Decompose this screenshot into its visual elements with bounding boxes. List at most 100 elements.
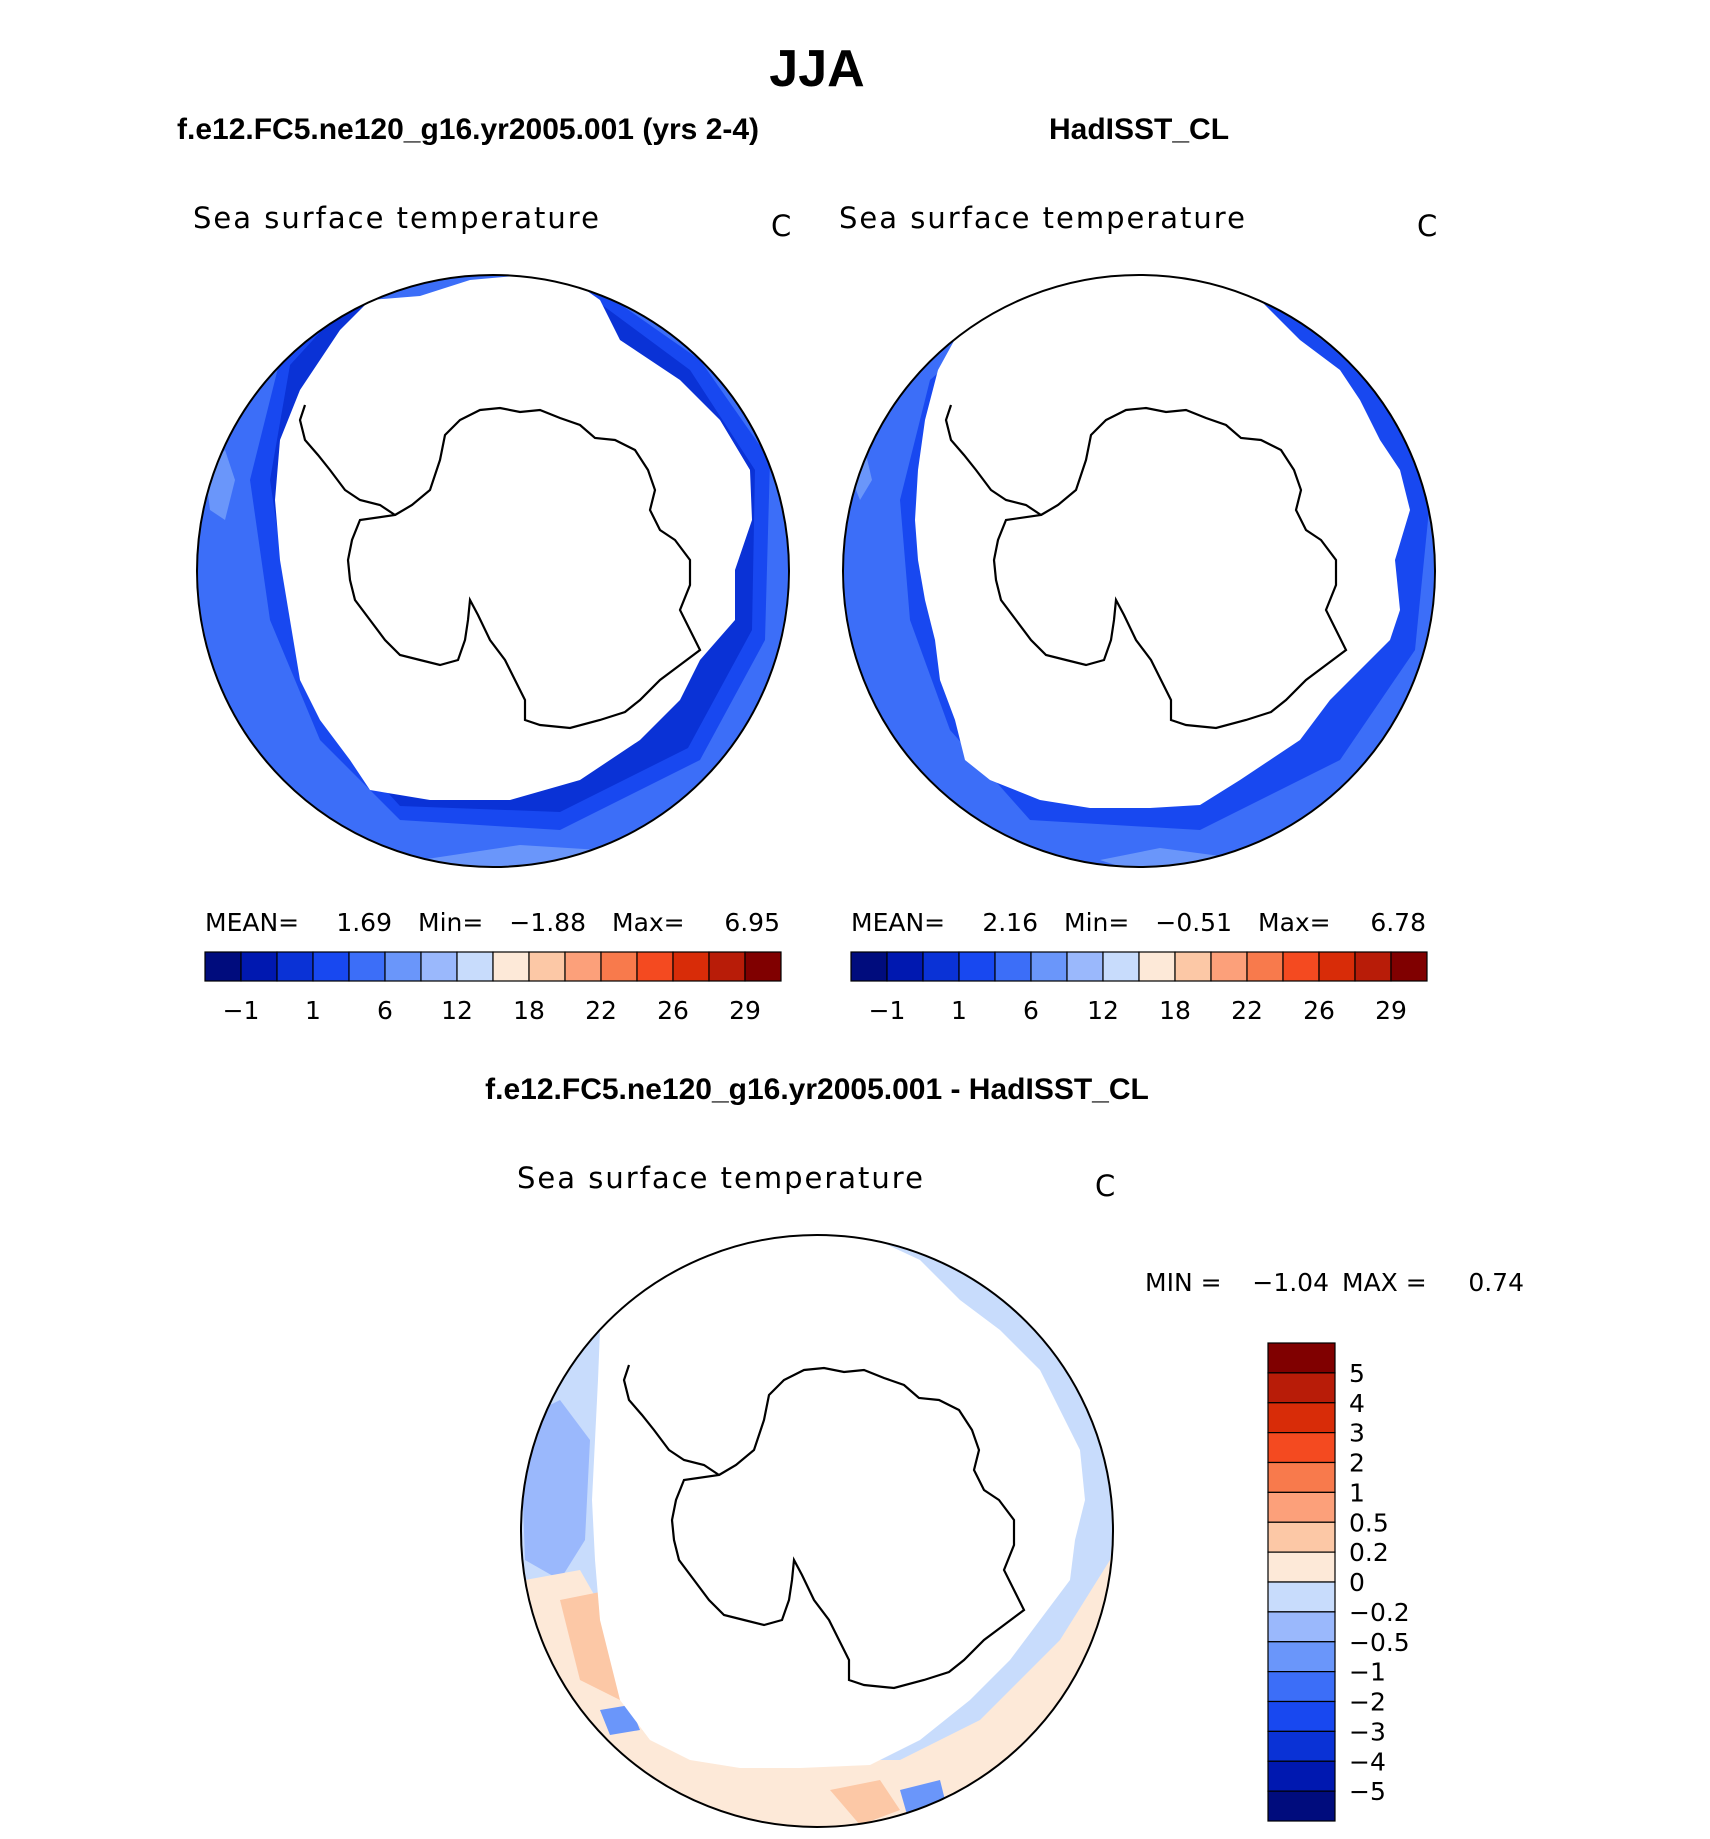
colorbar-tick-label: 29 [729, 996, 761, 1025]
diff-sea-ice-mask [592, 1235, 1085, 1768]
colorbar-swatch-3 [312, 951, 350, 982]
colorbar-swatch-4 [348, 951, 386, 982]
panel-obs-units: C [1417, 209, 1437, 243]
colorbar-tick-label: −1 [223, 996, 260, 1025]
obs-min-label: Min= [1064, 908, 1129, 937]
diff-positive-patch-b [830, 1780, 900, 1825]
colorbar-swatch-12 [636, 951, 674, 982]
colorbar-swatch-2 [1267, 1402, 1336, 1434]
colorbar-tick-label: 0.5 [1349, 1508, 1389, 1537]
colorbar-swatch-8 [492, 951, 530, 982]
colorbar-tick-label: −5 [1349, 1777, 1386, 1806]
panel-model-stats: MEAN= 1.69 Min= −1.88 Max= 6.95 [205, 908, 780, 937]
model-mean-value: 1.69 [336, 908, 392, 937]
colorbar-tick-label: 1 [1349, 1478, 1365, 1507]
panel-model-colorbar-labels: −1 1 6 12 18 22 26 29 [223, 996, 761, 1025]
panel-model: f.e12.FC5.ne120_g16.yr2005.001 (yrs 2-4)… [177, 113, 791, 1025]
colorbar-swatch-3 [958, 951, 996, 982]
colorbar-swatch-14 [1267, 1760, 1336, 1792]
colorbar-tick-label: 18 [1159, 996, 1191, 1025]
colorbar-swatch-2 [276, 951, 314, 982]
obs-map-boundary [842, 274, 1436, 868]
panel-obs-variable: Sea surface temperature [839, 201, 1247, 235]
colorbar-swatch-5 [1030, 951, 1068, 982]
panel-diff-units: C [1095, 1169, 1115, 1203]
panel-obs-case-title: HadISST_CL [1049, 113, 1229, 146]
colorbar-tick-label: −1 [869, 996, 906, 1025]
colorbar-tick-label: −2 [1349, 1688, 1386, 1717]
colorbar-swatch-9 [1267, 1611, 1336, 1643]
colorbar-tick-label: −1 [1349, 1658, 1386, 1687]
colorbar-tick-label: 5 [1349, 1359, 1365, 1388]
colorbar-swatch-15 [744, 951, 782, 982]
colorbar-swatch-15 [1267, 1790, 1336, 1822]
diff-antarctica-coastline [670, 1366, 1026, 1690]
diff-map-boundary [520, 1234, 1114, 1828]
colorbar-swatch-13 [1267, 1730, 1336, 1762]
colorbar-swatch-3 [1267, 1432, 1336, 1464]
model-max-value: 6.95 [724, 908, 780, 937]
colorbar-swatch-11 [1267, 1671, 1336, 1703]
colorbar-swatch-15 [1390, 951, 1428, 982]
colorbar-swatch-6 [420, 951, 458, 982]
obs-sst-band-warm [1100, 848, 1230, 867]
colorbar-tick-label: 2 [1349, 1449, 1365, 1478]
model-mean-label: MEAN= [205, 908, 299, 937]
colorbar-swatch-1 [886, 951, 924, 982]
colorbar-swatch-10 [1210, 951, 1248, 982]
colorbar-tick-label: 0.2 [1349, 1538, 1389, 1567]
colorbar-swatch-7 [456, 951, 494, 982]
colorbar-swatch-4 [994, 951, 1032, 982]
panel-diff-colorbar [1267, 1342, 1336, 1822]
colorbar-swatch-6 [1267, 1521, 1336, 1553]
colorbar-tick-label: 12 [1087, 996, 1119, 1025]
colorbar-swatch-11 [1246, 951, 1284, 982]
colorbar-swatch-1 [1267, 1372, 1336, 1404]
colorbar-tick-label: 22 [1231, 996, 1263, 1025]
colorbar-tick-label: 3 [1349, 1419, 1365, 1448]
panel-diff-map [520, 1234, 1114, 1828]
colorbar-tick-label: 29 [1375, 996, 1407, 1025]
panel-obs-map [842, 274, 1436, 868]
panel-obs-stats: MEAN= 2.16 Min= −0.51 Max= 6.78 [851, 908, 1426, 937]
colorbar-tick-label: −0.5 [1349, 1628, 1410, 1657]
colorbar-swatch-13 [1318, 951, 1356, 982]
panel-diff-stats: MIN = −1.04 MAX = 0.74 [1145, 1268, 1524, 1297]
colorbar-tick-label: 22 [585, 996, 617, 1025]
colorbar-swatch-9 [528, 951, 566, 982]
colorbar-swatch-11 [600, 951, 638, 982]
colorbar-tick-label: 18 [513, 996, 545, 1025]
obs-antarctic-peninsula [944, 404, 1042, 516]
colorbar-tick-label: 26 [1303, 996, 1335, 1025]
panel-obs-colorbar-labels: −1 1 6 12 18 22 26 29 [869, 996, 1407, 1025]
obs-max-label: Max= [1258, 908, 1331, 937]
colorbar-swatch-10 [1267, 1641, 1336, 1673]
diff-min-value: −1.04 [1252, 1268, 1329, 1297]
colorbar-swatch-12 [1282, 951, 1320, 982]
panel-model-map [196, 274, 790, 868]
colorbar-tick-label: 1 [305, 996, 321, 1025]
colorbar-tick-label: 4 [1349, 1389, 1365, 1418]
colorbar-swatch-6 [1066, 951, 1104, 982]
diff-antarctic-peninsula [622, 1364, 720, 1476]
model-antarctica-coastline [346, 406, 702, 730]
colorbar-swatch-7 [1267, 1551, 1336, 1583]
panel-diff: f.e12.FC5.ne120_g16.yr2005.001 - HadISST… [485, 1073, 1524, 1828]
colorbar-tick-label: 1 [951, 996, 967, 1025]
colorbar-swatch-10 [564, 951, 602, 982]
model-map-boundary [196, 274, 790, 868]
colorbar-tick-label: 6 [1023, 996, 1039, 1025]
panel-model-case-title: f.e12.FC5.ne120_g16.yr2005.001 (yrs 2-4) [177, 113, 759, 146]
diff-negative-west [521, 1400, 590, 1580]
panel-obs-colorbar [850, 951, 1428, 982]
colorbar-swatch-2 [922, 951, 960, 982]
colorbar-swatch-5 [384, 951, 422, 982]
colorbar-tick-label: −4 [1349, 1747, 1386, 1776]
colorbar-tick-label: 26 [657, 996, 689, 1025]
obs-min-value: −0.51 [1155, 908, 1232, 937]
obs-sea-ice-mask [915, 275, 1410, 808]
diff-min-label: MIN = [1145, 1268, 1222, 1297]
colorbar-swatch-13 [672, 951, 710, 982]
panel-diff-case-title: f.e12.FC5.ne120_g16.yr2005.001 - HadISST… [485, 1073, 1149, 1106]
